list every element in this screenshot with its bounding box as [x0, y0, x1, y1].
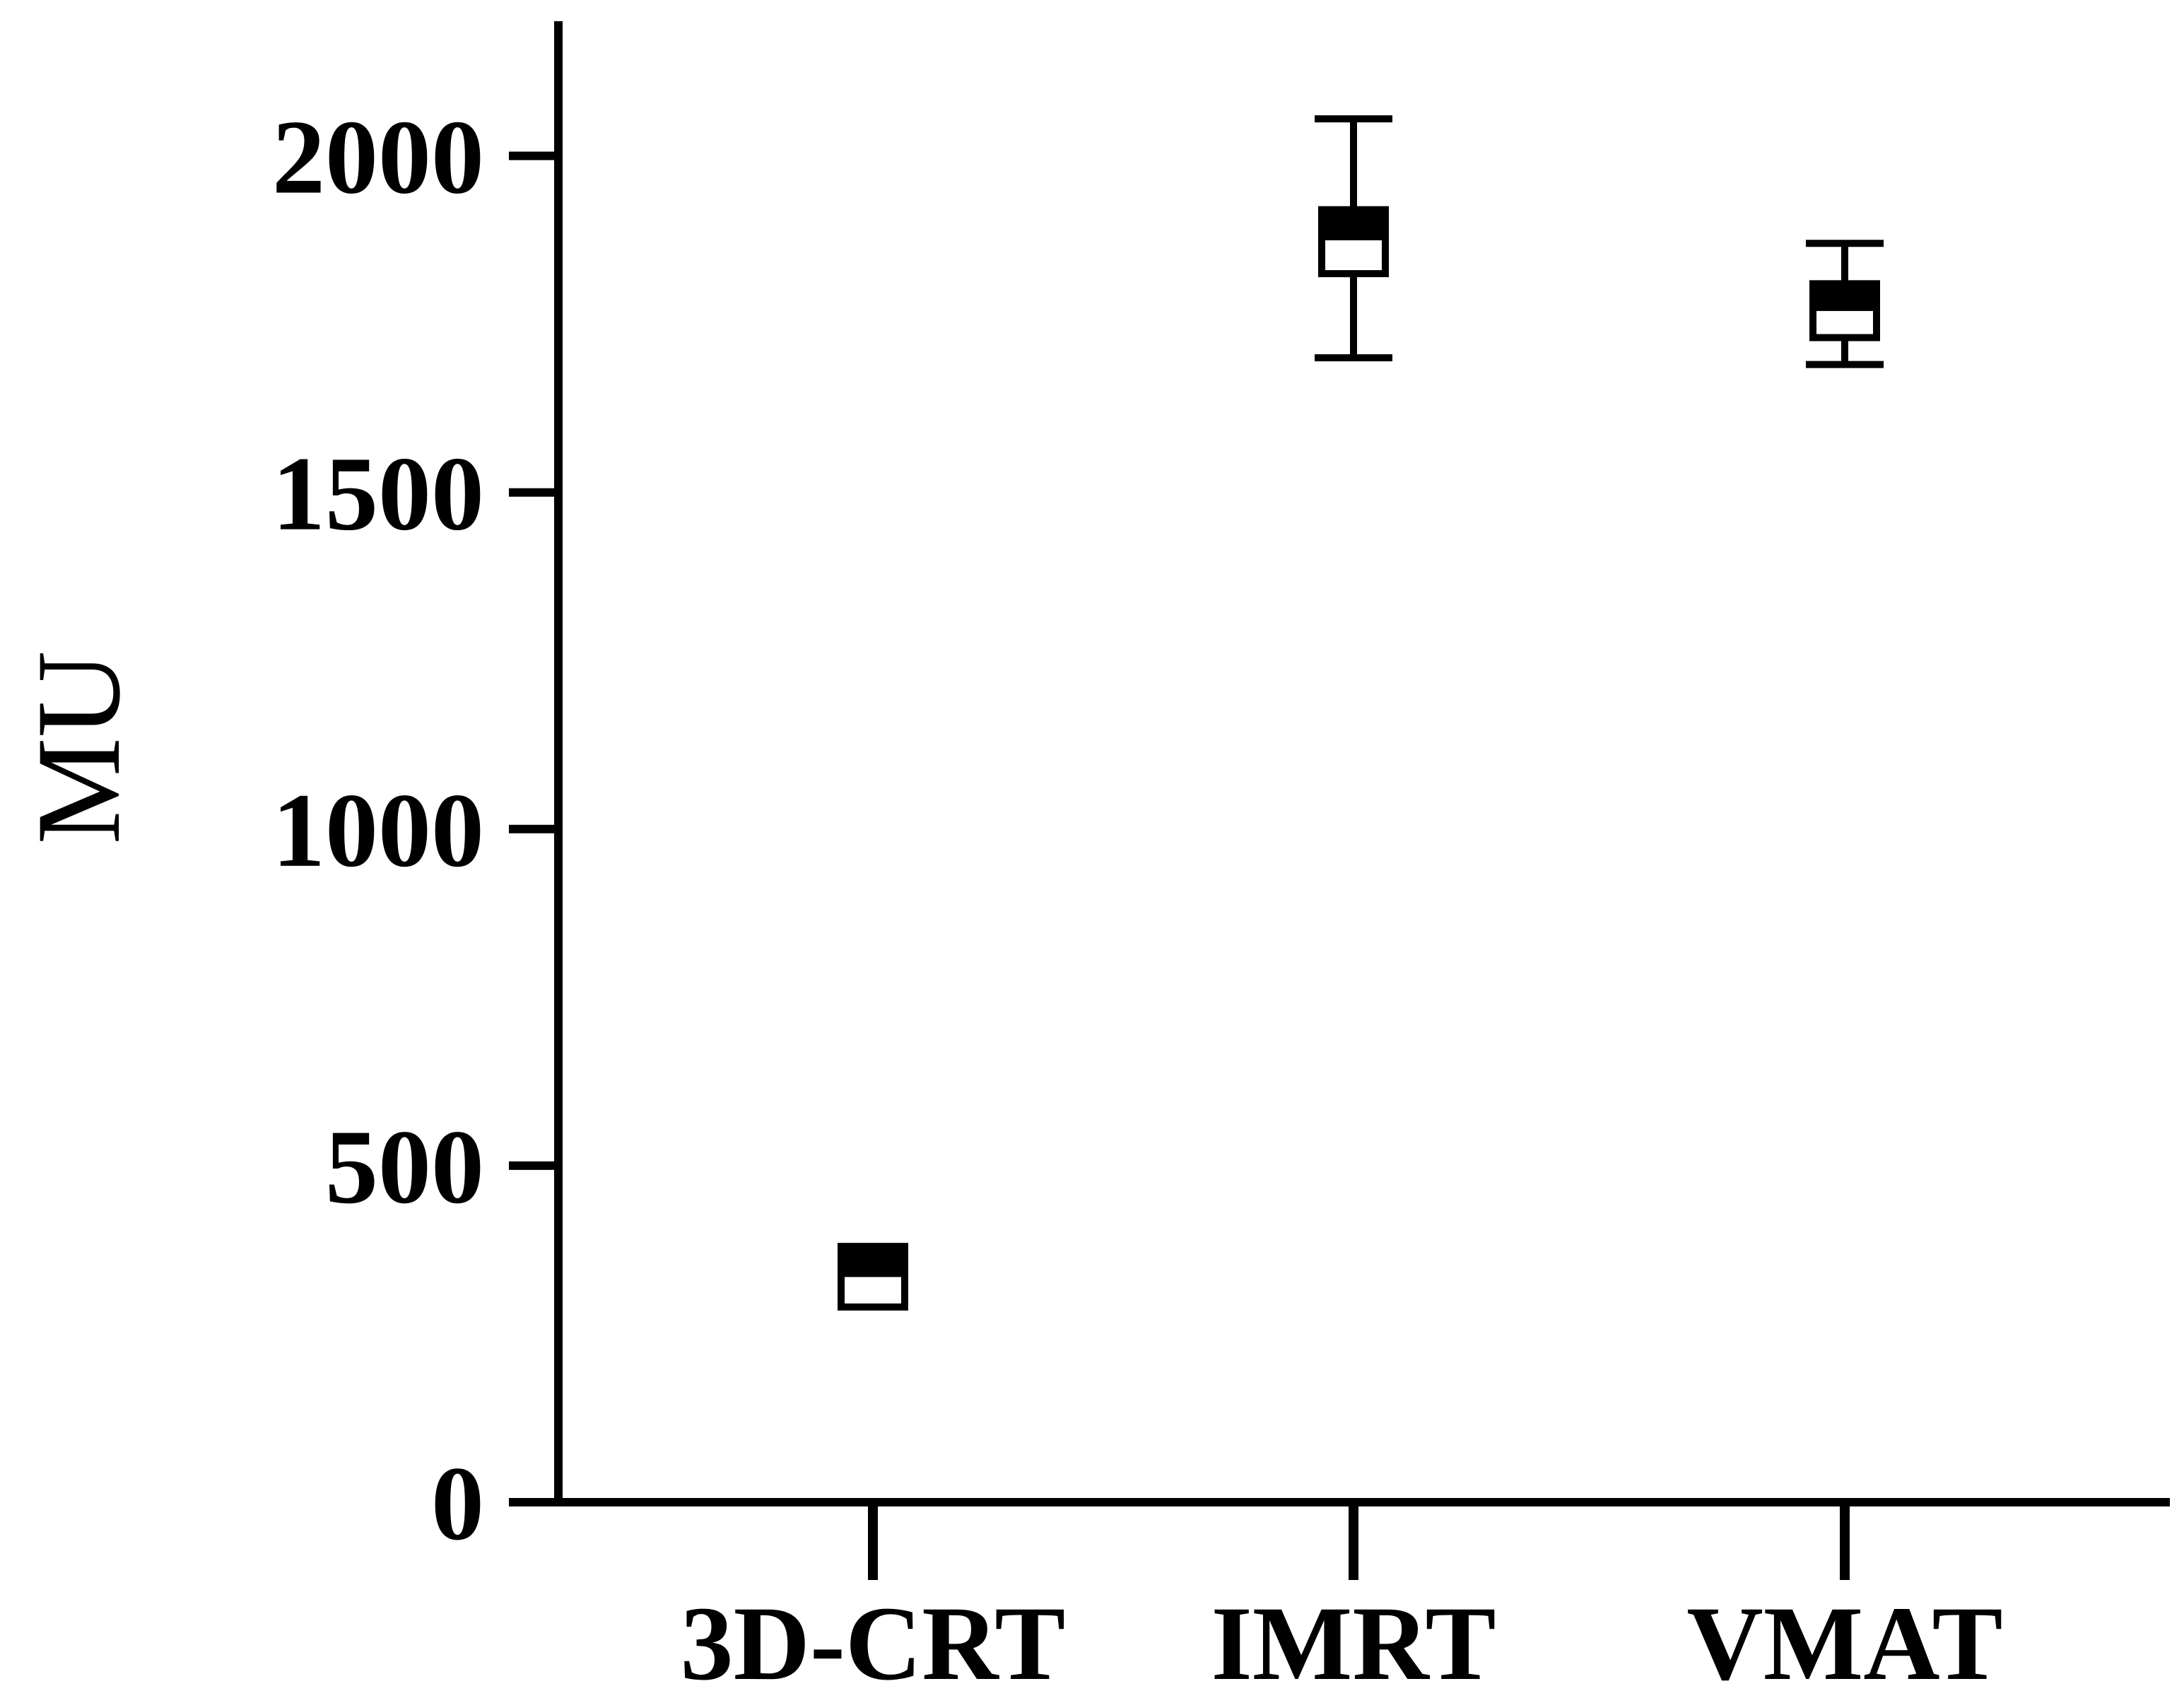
- y-tick-label-2000: 2000: [272, 98, 484, 216]
- box-upper-imrt: [1318, 206, 1389, 240]
- x-tick-label-3d-crt: 3D-CRT: [681, 1585, 1066, 1702]
- y-tick-label-1500: 1500: [272, 435, 484, 553]
- y-axis-title: MU: [12, 651, 145, 845]
- box-lower-3d-crt: [838, 1270, 908, 1311]
- y-tick-label-500: 500: [325, 1108, 484, 1226]
- y-tick-label-1000: 1000: [272, 772, 484, 889]
- x-tick-label-imrt: IMRT: [1211, 1585, 1496, 1702]
- x-axis-ticks: 3D-CRT IMRT VMAT: [681, 1502, 2003, 1702]
- box-imrt: [1315, 115, 1392, 362]
- box-lower-imrt: [1318, 233, 1389, 278]
- box-upper-3d-crt: [838, 1243, 908, 1277]
- y-tick-label-0: 0: [431, 1445, 484, 1562]
- box-vmat: [1806, 240, 1884, 368]
- x-tick-label-vmat: VMAT: [1686, 1585, 2002, 1702]
- box-3d-crt: [838, 1243, 908, 1311]
- box-lower-vmat: [1809, 303, 1880, 341]
- box-plot-marks: [838, 115, 1884, 1311]
- y-axis-ticks: 0 500 1000 1500 2000: [272, 98, 558, 1562]
